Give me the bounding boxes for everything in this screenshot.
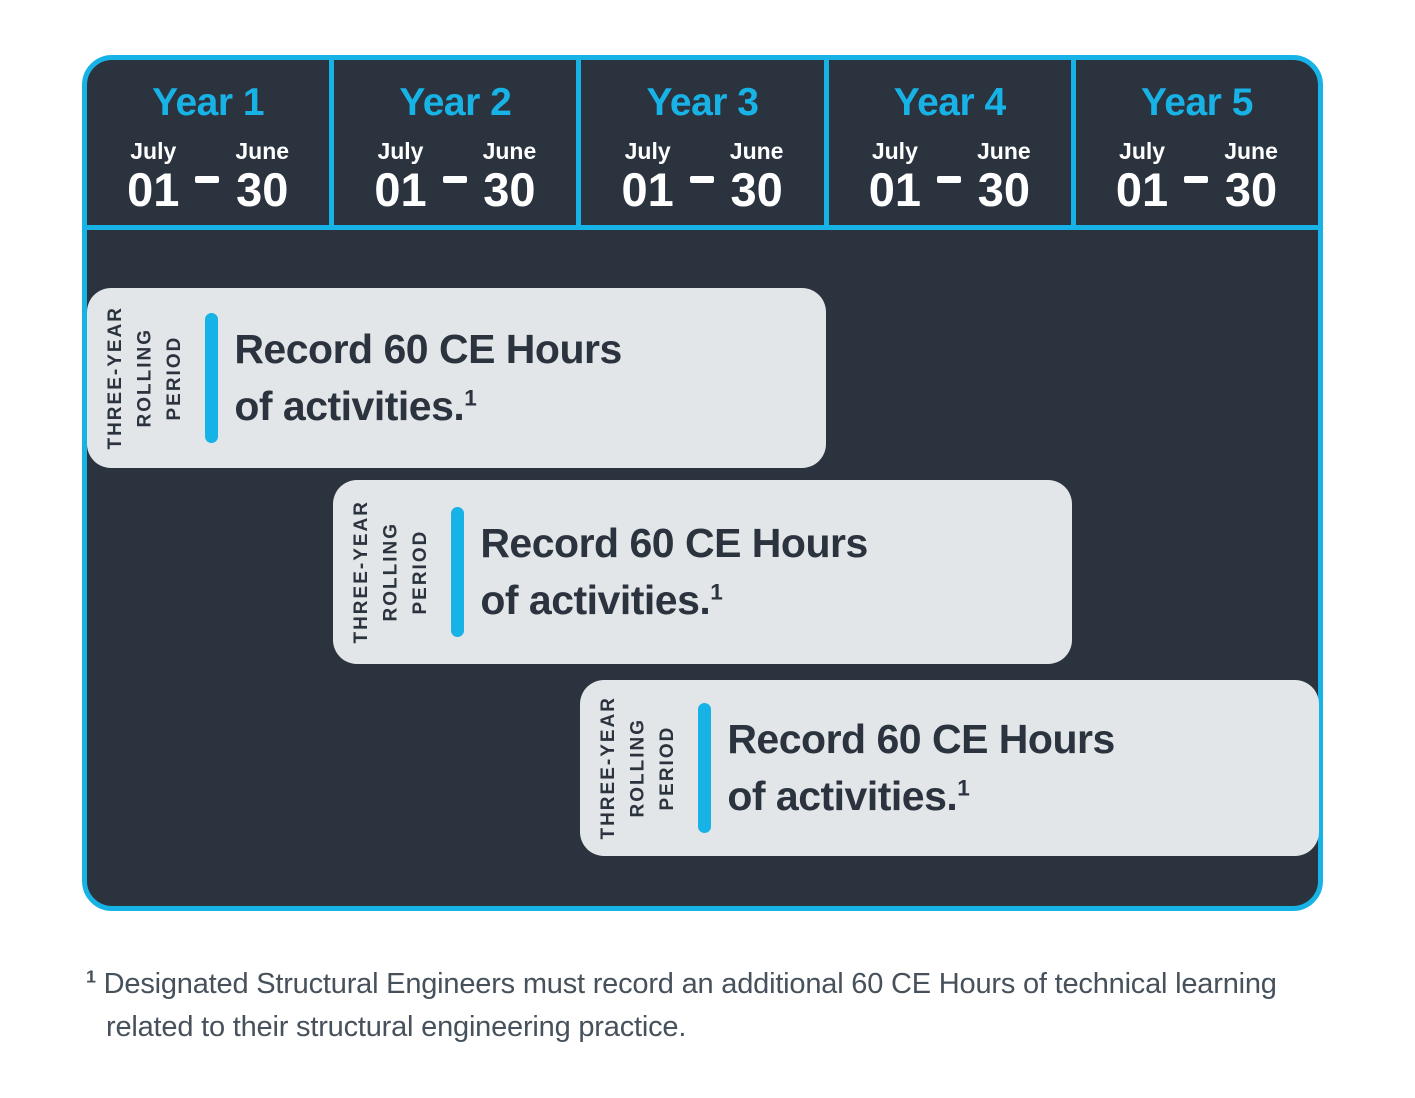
start-month-label: July (624, 137, 671, 164)
date-range: July 01 June 30 (374, 138, 536, 215)
rolling-period-vertical-label: THREE-YEAR ROLLING PERIOD (345, 500, 437, 644)
footnote-marker: 1 (86, 966, 96, 987)
start-month-label: July (1119, 137, 1166, 164)
end-date: June 30 (730, 138, 784, 215)
date-range-dash (937, 175, 961, 183)
start-day-number: 01 (374, 163, 427, 217)
rolling-period-vertical-label: THREE-YEAR ROLLING PERIOD (99, 306, 191, 450)
year-column-5: Year 5 July 01 June 30 (1070, 60, 1318, 225)
year-column-4: Year 4 July 01 June 30 (823, 60, 1071, 225)
start-month-label: July (377, 137, 424, 164)
start-date: July 01 (127, 138, 179, 215)
start-day-number: 01 (127, 163, 180, 217)
rolling-period-card-2: THREE-YEAR ROLLING PERIOD Record 60 CE H… (333, 480, 1072, 664)
vertical-label-line: THREE-YEAR (105, 306, 126, 450)
vertical-label-line: ROLLING (627, 718, 649, 818)
footnote: 1 Designated Structural Engineers must r… (86, 963, 1336, 1049)
card-text: Record 60 CE Hours of activities.1 (727, 711, 1115, 824)
card-text: Record 60 CE Hours of activities.1 (234, 321, 622, 434)
cyan-accent-bar (451, 507, 465, 637)
card-text-line1: Record 60 CE Hours (727, 716, 1115, 763)
footnote-reference: 1 (957, 775, 970, 801)
card-text-line1: Record 60 CE Hours (234, 326, 622, 373)
year-column-3: Year 3 July 01 June 30 (576, 60, 823, 225)
card-text: Record 60 CE Hours of activities.1 (480, 515, 868, 628)
year-header-row: Year 1 July 01 June 30 Year 2 (87, 60, 1318, 230)
end-day-number: 30 (1224, 163, 1278, 217)
end-month-label: June (729, 137, 784, 164)
end-date: June 30 (483, 138, 537, 215)
date-range: July 01 June 30 (622, 138, 784, 215)
card-text-line2: of activities. (234, 383, 465, 429)
end-day-number: 30 (730, 163, 783, 217)
start-date: July 01 (622, 138, 674, 215)
rolling-period-vertical-label: THREE-YEAR ROLLING PERIOD (592, 696, 684, 840)
start-date: July 01 (374, 138, 426, 215)
vertical-label-line: THREE-YEAR (351, 500, 372, 644)
year-column-2: Year 2 July 01 June 30 (329, 60, 576, 225)
footnote-text: Designated Structural Engineers must rec… (103, 968, 1277, 1043)
footnote-reference: 1 (464, 385, 477, 411)
vertical-label-line: THREE-YEAR (598, 696, 619, 840)
card-text-line2: of activities. (727, 773, 958, 819)
end-month-label: June (235, 137, 290, 164)
start-day-number: 01 (1115, 163, 1169, 217)
vertical-label-line: PERIOD (409, 529, 431, 615)
cyan-accent-bar (698, 703, 712, 833)
start-month-label: July (871, 137, 918, 164)
start-day-number: 01 (868, 163, 921, 217)
year-label: Year 3 (646, 81, 759, 124)
card-text-line2: of activities. (480, 577, 711, 623)
date-range: July 01 June 30 (127, 138, 289, 215)
card-text-line1: Record 60 CE Hours (480, 520, 868, 567)
year-label: Year 1 (152, 81, 265, 124)
start-date: July 01 (1116, 138, 1168, 215)
end-date: June 30 (1224, 138, 1278, 215)
year-label: Year 2 (399, 81, 512, 124)
footnote-reference: 1 (710, 579, 723, 605)
end-month-label: June (482, 137, 537, 164)
end-day-number: 30 (236, 163, 289, 217)
date-range-dash (442, 175, 467, 183)
vertical-label-line: PERIOD (163, 335, 185, 421)
date-range-dash (689, 175, 714, 183)
end-date: June 30 (977, 138, 1031, 215)
vertical-label-line: ROLLING (380, 522, 402, 622)
date-range: July 01 June 30 (1116, 138, 1278, 215)
end-date: June 30 (235, 138, 289, 215)
timeline-board: Year 1 July 01 June 30 Year 2 (82, 55, 1323, 911)
end-day-number: 30 (977, 163, 1030, 217)
date-range: July 01 June 30 (869, 138, 1031, 215)
end-month-label: June (977, 137, 1031, 164)
start-month-label: July (130, 137, 177, 164)
date-range-dash (195, 175, 220, 183)
start-date: July 01 (869, 138, 921, 215)
rolling-period-card-1: THREE-YEAR ROLLING PERIOD Record 60 CE H… (87, 288, 826, 468)
vertical-label-line: ROLLING (134, 328, 156, 428)
year-label: Year 5 (1140, 81, 1253, 124)
start-day-number: 01 (621, 163, 674, 217)
year-column-1: Year 1 July 01 June 30 (87, 60, 329, 225)
vertical-label-line: PERIOD (656, 725, 678, 811)
date-range-dash (1184, 175, 1209, 183)
year-label: Year 4 (893, 81, 1006, 124)
end-day-number: 30 (483, 163, 536, 217)
end-month-label: June (1224, 137, 1278, 164)
cyan-accent-bar (205, 313, 219, 443)
rolling-period-card-3: THREE-YEAR ROLLING PERIOD Record 60 CE H… (580, 680, 1319, 856)
